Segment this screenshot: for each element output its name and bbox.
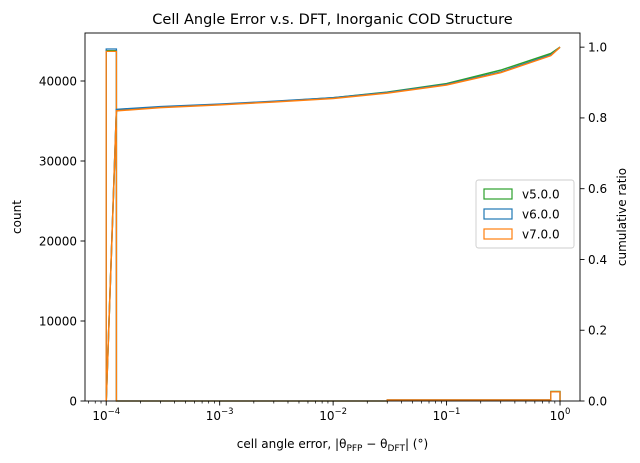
y-right-axis-label: cumulative ratio <box>615 168 629 266</box>
axes-layer: 10−4 10−3 10−2 10−1 100 0 10000 20000 30000 40000… <box>10 12 629 454</box>
x-tick-label: 10−3 <box>206 407 234 423</box>
legend-swatch-v6.0.0 <box>483 208 513 220</box>
histogram-v7.0.0 <box>105 50 561 402</box>
x-tick-label: 100 <box>550 407 571 423</box>
histogram-layer <box>105 48 561 402</box>
x-tick-label: 10−1 <box>433 407 461 423</box>
y-left-tick-label: 40000 <box>39 74 77 88</box>
legend-label-v5.0.0: v5.0.0 <box>522 188 560 202</box>
chart-title: Cell Angle Error v.s. DFT, Inorganic COD… <box>152 12 512 28</box>
y-left-tick-label: 0 <box>69 394 77 408</box>
y-left-tick-label: 10000 <box>39 314 77 328</box>
legend-label-v7.0.0: v7.0.0 <box>522 228 560 242</box>
y-left-axis-label: count <box>10 200 24 234</box>
y-right-tick-label: 0.8 <box>588 111 607 125</box>
y-right-tick-label: 0.0 <box>588 394 607 408</box>
legend-swatch-v5.0.0 <box>483 188 513 200</box>
legend-label-v6.0.0: v6.0.0 <box>522 208 560 222</box>
legend: v5.0.0 v6.0.0 v7.0.0 <box>475 179 575 249</box>
y-left-tick-label: 20000 <box>39 234 77 248</box>
cumulative-layer <box>105 46 561 402</box>
legend-box <box>475 179 575 249</box>
axes-frame <box>84 32 581 402</box>
x-tick-label: 10−4 <box>92 407 120 423</box>
x-axis-label: cell angle error, |θPFP − θDFT| (°) <box>237 437 428 454</box>
y-right-tick-label: 0.6 <box>588 182 607 196</box>
y-right-tick-label: 0.2 <box>588 324 607 338</box>
legend-swatch-v7.0.0 <box>483 228 513 240</box>
cumulative-line-v7.0.0 <box>105 46 561 402</box>
y-right-tick-label: 0.4 <box>588 253 607 267</box>
y-left-tick-label: 30000 <box>39 154 77 168</box>
x-tick-label: 10−2 <box>319 407 347 423</box>
y-right-tick-label: 1.0 <box>588 40 607 54</box>
